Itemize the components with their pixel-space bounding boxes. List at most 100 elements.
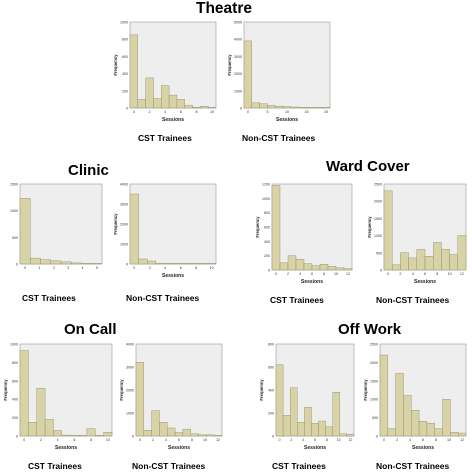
x-tick-label: 1 — [38, 266, 40, 270]
histogram-bar — [306, 107, 315, 109]
x-tick-label: 6 — [180, 110, 182, 114]
x-tick-label: 6 — [314, 438, 316, 442]
x-tick-label: 8 — [191, 438, 193, 442]
histogram-bar — [167, 427, 176, 437]
x-tick-label: 2 — [290, 438, 292, 442]
histogram-bar — [164, 263, 174, 265]
histogram-bar — [314, 107, 323, 109]
on-call-title: On Call — [64, 321, 117, 338]
y-axis-label: Frequency — [113, 54, 118, 76]
y-tick-label: 500 — [12, 236, 18, 240]
histogram-bar — [403, 395, 412, 437]
y-tick-label: 1500 — [374, 217, 382, 221]
histogram-bar — [295, 259, 305, 271]
x-tick-label: 6 — [424, 272, 426, 276]
y-axis-label: Frequency — [259, 379, 264, 401]
ward-cover-title: Ward Cover — [326, 158, 410, 175]
histogram-bar — [279, 262, 289, 271]
plot-area — [19, 343, 113, 437]
x-tick-label: 2 — [152, 438, 154, 442]
theatre-cst-svg: 0 200 400 600 800 1000 0 2 4 6 8 10 Sessions Frequenc… — [113, 21, 217, 123]
histogram-bar — [19, 350, 29, 437]
y-tick-label: 1000 — [126, 412, 134, 416]
histogram-bar — [319, 264, 329, 271]
plot-area — [271, 183, 353, 271]
plot-area — [135, 343, 223, 437]
histogram-bar — [192, 106, 201, 109]
x-tick-label: 15 — [305, 110, 309, 114]
y-tick-label: 800 — [122, 38, 128, 42]
x-tick-label: 4 — [82, 266, 84, 270]
x-tick-label: 4 — [299, 272, 301, 276]
x-tick-label: 2 — [53, 266, 55, 270]
x-tick-label: 8 — [195, 110, 197, 114]
y-tick-label: 600 — [268, 366, 274, 370]
oncall-noncst-svg: 0 1000 2000 3000 4000 0 2 4 6 8 10 12 Sessions Freque… — [119, 343, 223, 451]
theatre-cst-label: CST Trainees — [138, 133, 192, 143]
y-tick-label: 400 — [122, 72, 128, 76]
histogram-bar — [418, 421, 428, 437]
x-tick-label: 10 — [210, 266, 214, 270]
histogram-bar — [213, 435, 223, 437]
histogram-bar — [28, 421, 37, 437]
histogram-bar — [145, 77, 154, 109]
histogram-bar — [392, 264, 401, 271]
theatre-cst-histogram: 0 200 400 600 800 1000 0 2 4 6 8 10 Sessions Frequenc… — [112, 18, 220, 124]
y-tick-label: 1000 — [262, 197, 270, 201]
histogram-bar — [30, 257, 41, 265]
histogram-bar — [424, 256, 434, 271]
y-tick-label: 600 — [264, 226, 270, 230]
x-tick-label: 10 — [334, 272, 338, 276]
y-tick-label: 2500 — [370, 343, 378, 347]
histogram-bar — [335, 267, 345, 271]
histogram-bar — [271, 185, 281, 271]
x-tick-label: 4 — [412, 272, 414, 276]
clinic-noncst-svg: 0 1000 2000 3000 4000 0 2 4 6 8 10 Sessions Frequenc… — [113, 183, 217, 279]
x-tick-label: 3 — [67, 266, 69, 270]
x-tick-label: 2 — [149, 266, 151, 270]
y-tick-label: 1500 — [370, 379, 378, 383]
y-tick-label: 3000 — [234, 55, 242, 59]
histogram-bar — [91, 263, 103, 265]
histogram-bar — [400, 252, 409, 271]
histogram-bar — [434, 428, 443, 437]
x-tick-label: 6 — [178, 438, 180, 442]
histogram-bar — [53, 430, 63, 437]
y-tick-label: 1000 — [10, 209, 18, 213]
histogram-bar — [298, 107, 307, 109]
histogram-bar — [151, 410, 160, 437]
y-tick-label: 800 — [268, 343, 274, 347]
y-tick-label: 200 — [12, 416, 18, 420]
x-tick-label: 6 — [422, 438, 424, 442]
y-tick-label: 800 — [264, 211, 270, 215]
y-tick-label: 0 — [272, 435, 274, 439]
x-tick-label: 0 — [23, 438, 25, 442]
histogram-bar — [332, 392, 341, 437]
y-tick-label: 400 — [268, 389, 274, 393]
histogram-bar — [416, 249, 426, 271]
histogram-bar — [449, 254, 458, 271]
y-axis-label: Frequency — [363, 379, 368, 401]
histogram-bar — [311, 423, 319, 437]
histogram-bar — [303, 263, 313, 271]
x-tick-label: 4 — [164, 110, 166, 114]
off-work-title: Off Work — [338, 321, 402, 338]
histogram-bar — [138, 258, 148, 265]
histogram-bar — [442, 399, 451, 437]
plot-area — [129, 21, 217, 109]
y-axis-label: Frequency — [227, 54, 232, 76]
histogram-bar — [155, 263, 165, 265]
off-noncst-svg: 0 500 1000 1500 2000 2500 0 2 4 6 8 10 12 Sessions Fre… — [363, 343, 467, 451]
histogram-bar — [189, 263, 199, 265]
histogram-bar — [147, 260, 157, 265]
histogram-bar — [206, 434, 215, 437]
histogram-bar — [78, 435, 88, 437]
off-noncst-histogram: 0 500 1000 1500 2000 2500 0 2 4 6 8 10 12 Sessions Fre… — [362, 340, 470, 452]
x-tick-label: 4 — [164, 266, 166, 270]
histogram-bar — [60, 261, 72, 265]
y-tick-label: 1000 — [120, 243, 128, 247]
histogram-bar — [182, 428, 191, 437]
histogram-bar — [426, 422, 435, 437]
histogram-bar — [339, 433, 348, 437]
x-tick-label: 10 — [337, 438, 341, 442]
